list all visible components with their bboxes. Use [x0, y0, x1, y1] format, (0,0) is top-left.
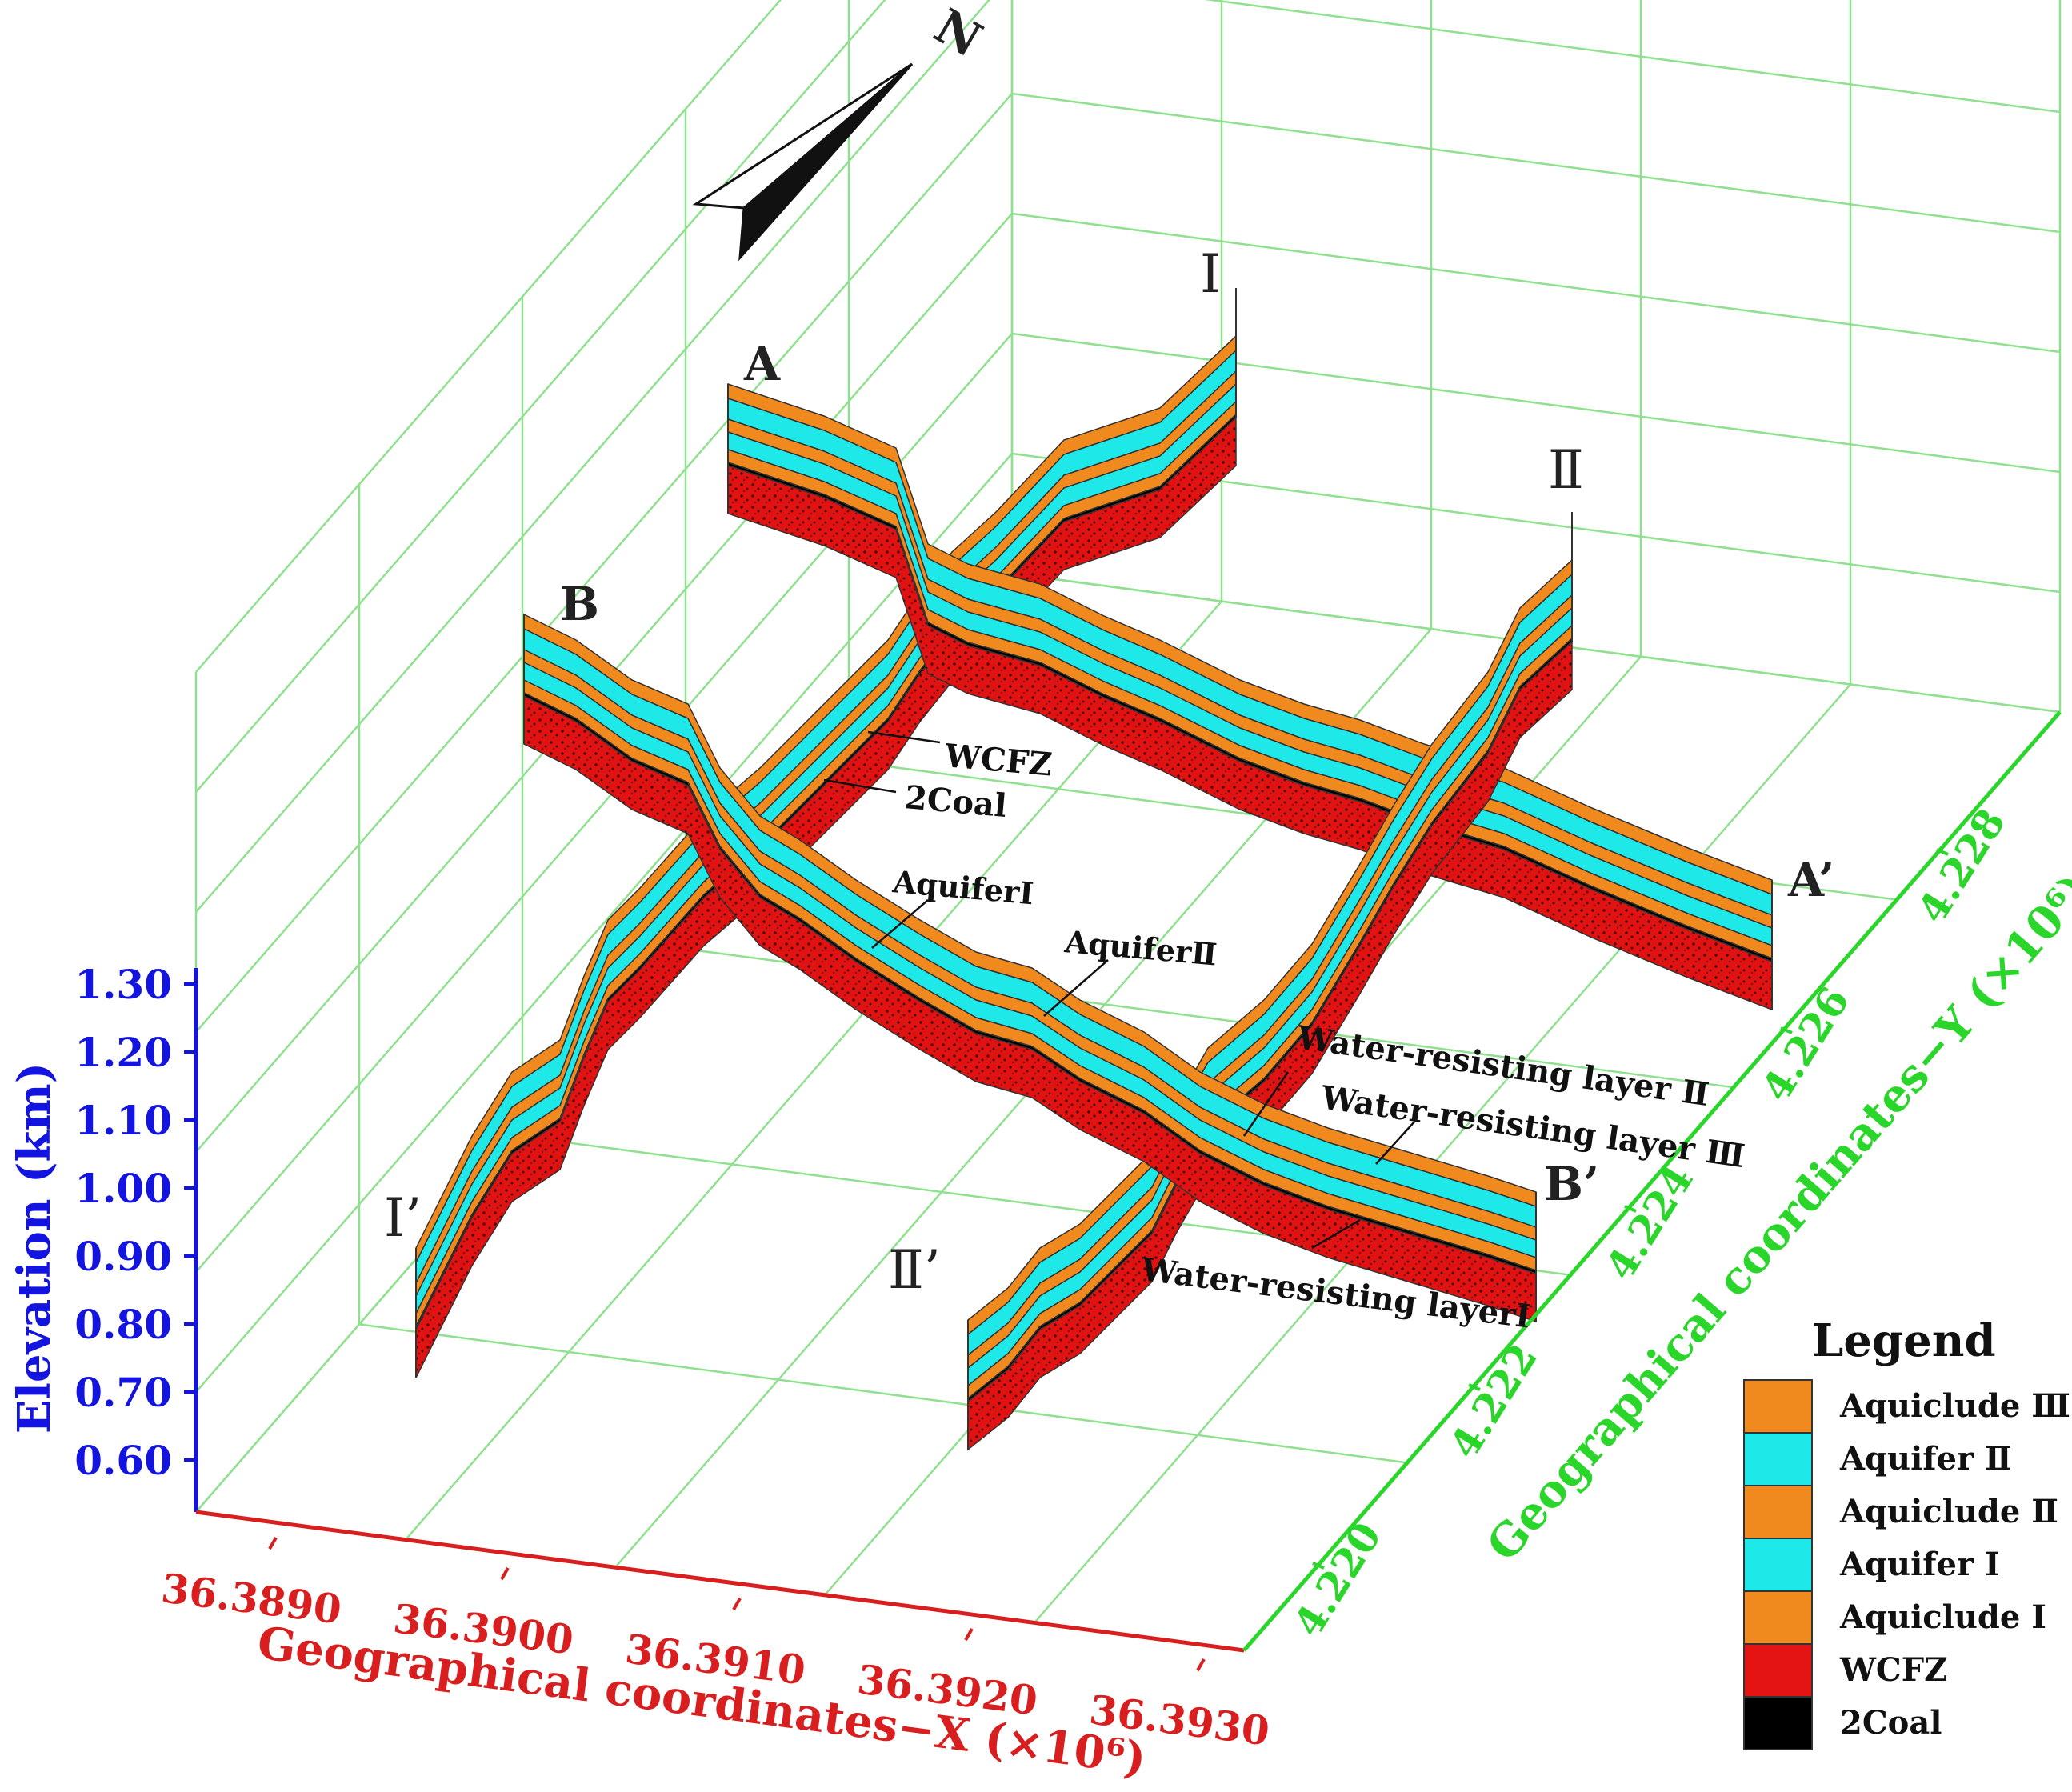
layer-annotations: [823, 730, 1417, 1250]
floor-grid-line: [1034, 683, 1851, 1624]
legend: Legend Aquiclude Ⅲ Aquifer Ⅱ Aquiclude Ⅱ Aq…: [1743, 1314, 2070, 1750]
legend-swatch: [1743, 1538, 1813, 1592]
coal-annotation: 2Coal: [903, 778, 1008, 825]
coal-leader: [823, 778, 897, 794]
section-label-A: A: [743, 337, 781, 391]
y-tick: [1468, 1383, 1481, 1391]
left-wall-grid-line: [195, 0, 990, 913]
x-tick: [268, 1537, 278, 1550]
wrl2-leader: [1242, 1071, 1290, 1137]
left-wall-grid-line: [195, 0, 782, 673]
section-label-I: Ⅰ: [1200, 243, 1221, 305]
left-wall-grid-line: [195, 93, 1013, 1033]
y-axis-line: [1242, 710, 2062, 1652]
legend-label: Aquiclude Ⅰ: [1839, 1598, 2046, 1636]
x-axis: 36.3890 36.3900 36.3910 36.3920 36.3930 Geog…: [159, 1510, 1272, 1786]
legend-swatch: [1743, 1379, 1813, 1434]
y-tick-label: 4.224: [1596, 1157, 1702, 1288]
legend-swatch: [1743, 1590, 1813, 1645]
section-label-II-prime: Ⅱ’: [888, 1239, 941, 1301]
elevation-tick-label: 1.10: [74, 1097, 172, 1144]
section-II-II-prime: [967, 512, 1573, 1451]
aquifer2-annotation: AquiferⅡ: [1062, 923, 1218, 973]
left-wall-grid-line: [195, 453, 1013, 1393]
section-label-B-prime: B’: [1544, 1157, 1599, 1211]
wrl3-leader: [1375, 1119, 1417, 1165]
legend-title: Legend: [1812, 1314, 1996, 1367]
north-arrow: N: [692, 0, 991, 262]
x-axis-line: [195, 1510, 1245, 1653]
legend-label: Aquiclude Ⅱ: [1839, 1493, 2058, 1530]
elevation-tick-label: 0.80: [74, 1301, 172, 1348]
elevation-tick-label: 0.60: [74, 1437, 172, 1484]
wrl1-leader: [1311, 1218, 1361, 1250]
legend-label: 2Coal: [1840, 1704, 1942, 1742]
x-tick: [964, 1628, 974, 1641]
left-wall-grid-line: [195, 0, 886, 793]
legend-label: Aquifer Ⅰ: [1839, 1546, 2000, 1583]
y-tick: [1624, 1205, 1637, 1213]
section-A-A-prime: [727, 382, 1773, 1011]
aquifer1-annotation: AquiferⅠ: [890, 863, 1035, 911]
elevation-axis-label: Elevation (km): [8, 1062, 61, 1434]
floor-grid-line: [405, 600, 1222, 1541]
legend-swatch: [1743, 1643, 1813, 1698]
x-tick: [1196, 1658, 1206, 1671]
y-tick: [1780, 1026, 1793, 1034]
back-wall-grid-line: [1011, 332, 2061, 474]
legend-swatch: [1743, 1485, 1813, 1539]
y-tick: [1312, 1562, 1325, 1570]
section-label-A-prime: A’: [1787, 853, 1834, 907]
north-arrow-black-half: [738, 62, 914, 262]
elevation-axis: 1.30 1.20 1.10 1.00 0.90 0.80 0.70 0.60 Elevati…: [8, 961, 198, 1512]
floor-grid-line: [358, 1323, 1408, 1464]
section-B-B-prime: [523, 613, 1537, 1323]
legend-label: Aquifer Ⅱ: [1839, 1440, 2012, 1478]
legend-swatch: [1743, 1696, 1813, 1750]
back-wall-grid-line: [1011, 92, 2061, 234]
section-label-B: B: [560, 577, 599, 631]
back-wall-grid-line: [1011, 212, 2061, 354]
wcfz-leader: [867, 730, 941, 744]
section-label-I-prime: Ⅰ’: [384, 1187, 422, 1249]
x-tick: [500, 1567, 510, 1580]
y-tick: [1936, 848, 1949, 856]
legend-label: WCFZ: [1839, 1651, 1947, 1689]
elevation-tick-label: 0.70: [74, 1369, 172, 1416]
section-labels: A A’ B B’ Ⅰ Ⅰ’ Ⅱ Ⅱ’: [384, 243, 1834, 1301]
elevation-tick-label: 0.90: [74, 1233, 172, 1280]
legend-swatch: [1743, 1432, 1813, 1486]
back-wall-grid-line: [1204, 0, 2061, 114]
elevation-tick-label: 1.00: [74, 1165, 172, 1212]
y-tick-label: 4.222: [1440, 1335, 1546, 1466]
x-tick: [732, 1598, 742, 1610]
elevation-tick-label: 1.20: [74, 1029, 172, 1076]
section-label-II: Ⅱ: [1548, 439, 1584, 501]
elevation-tick-label: 1.30: [74, 961, 172, 1008]
aquifer1-leader: [871, 899, 929, 949]
legend-label: Aquiclude Ⅲ: [1839, 1387, 2070, 1425]
fence-sections: [415, 288, 1773, 1451]
aquifer2-leader: [1043, 959, 1109, 1017]
y-tick-label: 4.220: [1284, 1514, 1390, 1645]
